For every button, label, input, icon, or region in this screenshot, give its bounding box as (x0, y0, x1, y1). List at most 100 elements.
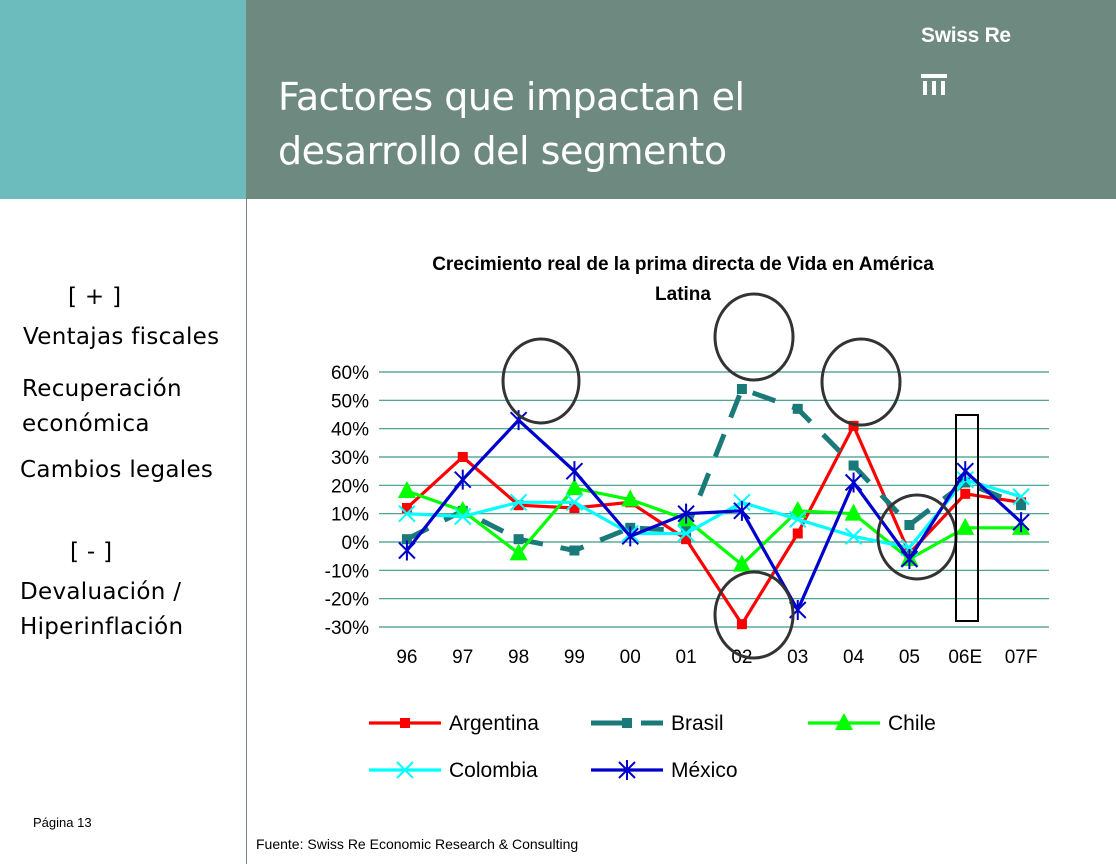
swiss-re-logo-icon (921, 74, 947, 95)
data-point (454, 469, 472, 490)
legend-item: México (591, 759, 738, 782)
data-point (397, 481, 416, 498)
legend-label: México (671, 759, 738, 782)
data-point (844, 472, 863, 493)
page-title-line1: Factores que impactan el (278, 75, 745, 119)
factor-recuperacion-line2: económica (22, 411, 150, 437)
data-point (1012, 487, 1030, 506)
data-point (401, 503, 412, 513)
series-line (405, 385, 1023, 554)
data-point (904, 520, 915, 530)
data-point (792, 403, 803, 414)
divider-line (246, 199, 247, 864)
data-point (509, 543, 528, 561)
data-point (398, 540, 416, 561)
x-tick-label: 05 (899, 647, 920, 668)
x-tick-label: 96 (396, 647, 417, 668)
data-point (732, 554, 751, 572)
data-point (789, 510, 807, 529)
data-point (454, 507, 472, 526)
data-point (956, 517, 975, 535)
data-point (736, 619, 747, 630)
legend-label: Argentina (449, 712, 539, 735)
data-point (569, 503, 580, 513)
series-line (406, 477, 1022, 550)
data-point (681, 525, 692, 536)
annotation-circle-98 (501, 337, 581, 425)
data-point (565, 461, 584, 482)
positive-factors-marker: [ + ] (68, 284, 122, 310)
legend-label: Chile (888, 712, 936, 735)
factor-devaluacion-line2: Hiperinflación (20, 614, 184, 640)
legend-marker (618, 760, 636, 780)
legend-marker (400, 718, 410, 728)
data-point (844, 503, 863, 521)
brand-name: Swiss Re (921, 24, 1011, 47)
y-axis-ticks: 60% 50% 40% 30% 20% 10% 0% -10% -20% -30% (325, 363, 369, 639)
x-axis-ticks: 96 97 98 99 00 01 02 03 04 05 06E 07F (396, 647, 1037, 668)
data-point (565, 493, 584, 512)
legend-marker (396, 761, 414, 779)
legend-item: Colombia (369, 759, 538, 782)
growth-line-chart: Crecimiento real de la prima directa de … (325, 254, 1049, 782)
x-tick-label: 00 (620, 647, 641, 668)
y-tick-label: -20% (325, 590, 369, 611)
legend-item: Argentina (369, 712, 539, 735)
data-point (956, 461, 974, 482)
annotation-circle-02-low (713, 570, 795, 660)
y-tick-label: 30% (331, 448, 369, 469)
factor-cambios-legales: Cambios legales (20, 457, 214, 483)
data-point (621, 526, 639, 547)
page-title-line2: desarrollo del segmento (278, 129, 727, 173)
header-accent-block (0, 0, 246, 199)
data-point (677, 503, 695, 524)
series-line (406, 486, 1022, 567)
y-tick-label: -10% (325, 561, 369, 582)
y-tick-label: 50% (331, 391, 369, 412)
header-band (246, 0, 1116, 199)
data-point (677, 524, 695, 543)
data-point (513, 500, 524, 511)
x-tick-label: 01 (676, 647, 697, 668)
legend-marker (835, 713, 853, 730)
data-point (848, 420, 859, 431)
factor-devaluacion-line1: Devaluación / (20, 579, 182, 605)
y-tick-label: 60% (331, 363, 369, 384)
factor-ventajas-fiscales: Ventajas fiscales (23, 324, 220, 350)
page-title: Factores que impactan el desarrollo del … (278, 70, 838, 178)
data-point (733, 500, 751, 521)
x-tick-label: 07F (1005, 647, 1038, 668)
series-méxico (398, 410, 1030, 620)
x-tick-label: 98 (508, 647, 529, 668)
chart-annotations (501, 292, 979, 660)
legend-item: Chile (808, 712, 936, 735)
data-point (401, 534, 412, 545)
data-point (960, 488, 971, 499)
data-point (565, 478, 584, 496)
data-point (569, 545, 580, 556)
data-point (398, 504, 416, 523)
x-tick-label: 03 (787, 647, 808, 668)
y-tick-label: 10% (331, 505, 369, 526)
data-point (1012, 512, 1030, 533)
data-point (848, 460, 859, 471)
x-tick-label: 99 (564, 647, 585, 668)
data-point (453, 500, 472, 518)
chart-series (397, 384, 1031, 630)
data-point (788, 500, 807, 518)
chart-title-line2: Latina (655, 284, 711, 305)
chart-title-line1: Crecimiento real de la prima directa de … (432, 254, 934, 275)
data-point (509, 493, 528, 512)
negative-factors-marker: [ - ] (70, 539, 113, 565)
data-point (621, 489, 640, 507)
data-point (900, 549, 919, 569)
legend-marker (622, 718, 632, 728)
annotation-circle-04 (820, 337, 902, 427)
legend-label: Colombia (449, 759, 538, 782)
data-point (457, 452, 468, 462)
x-tick-label: 06E (948, 647, 982, 668)
annotation-circle-02 (713, 292, 795, 382)
data-point (1016, 500, 1027, 511)
source-note: Fuente: Swiss Re Economic Research & Con… (256, 836, 579, 852)
data-point (513, 534, 524, 545)
